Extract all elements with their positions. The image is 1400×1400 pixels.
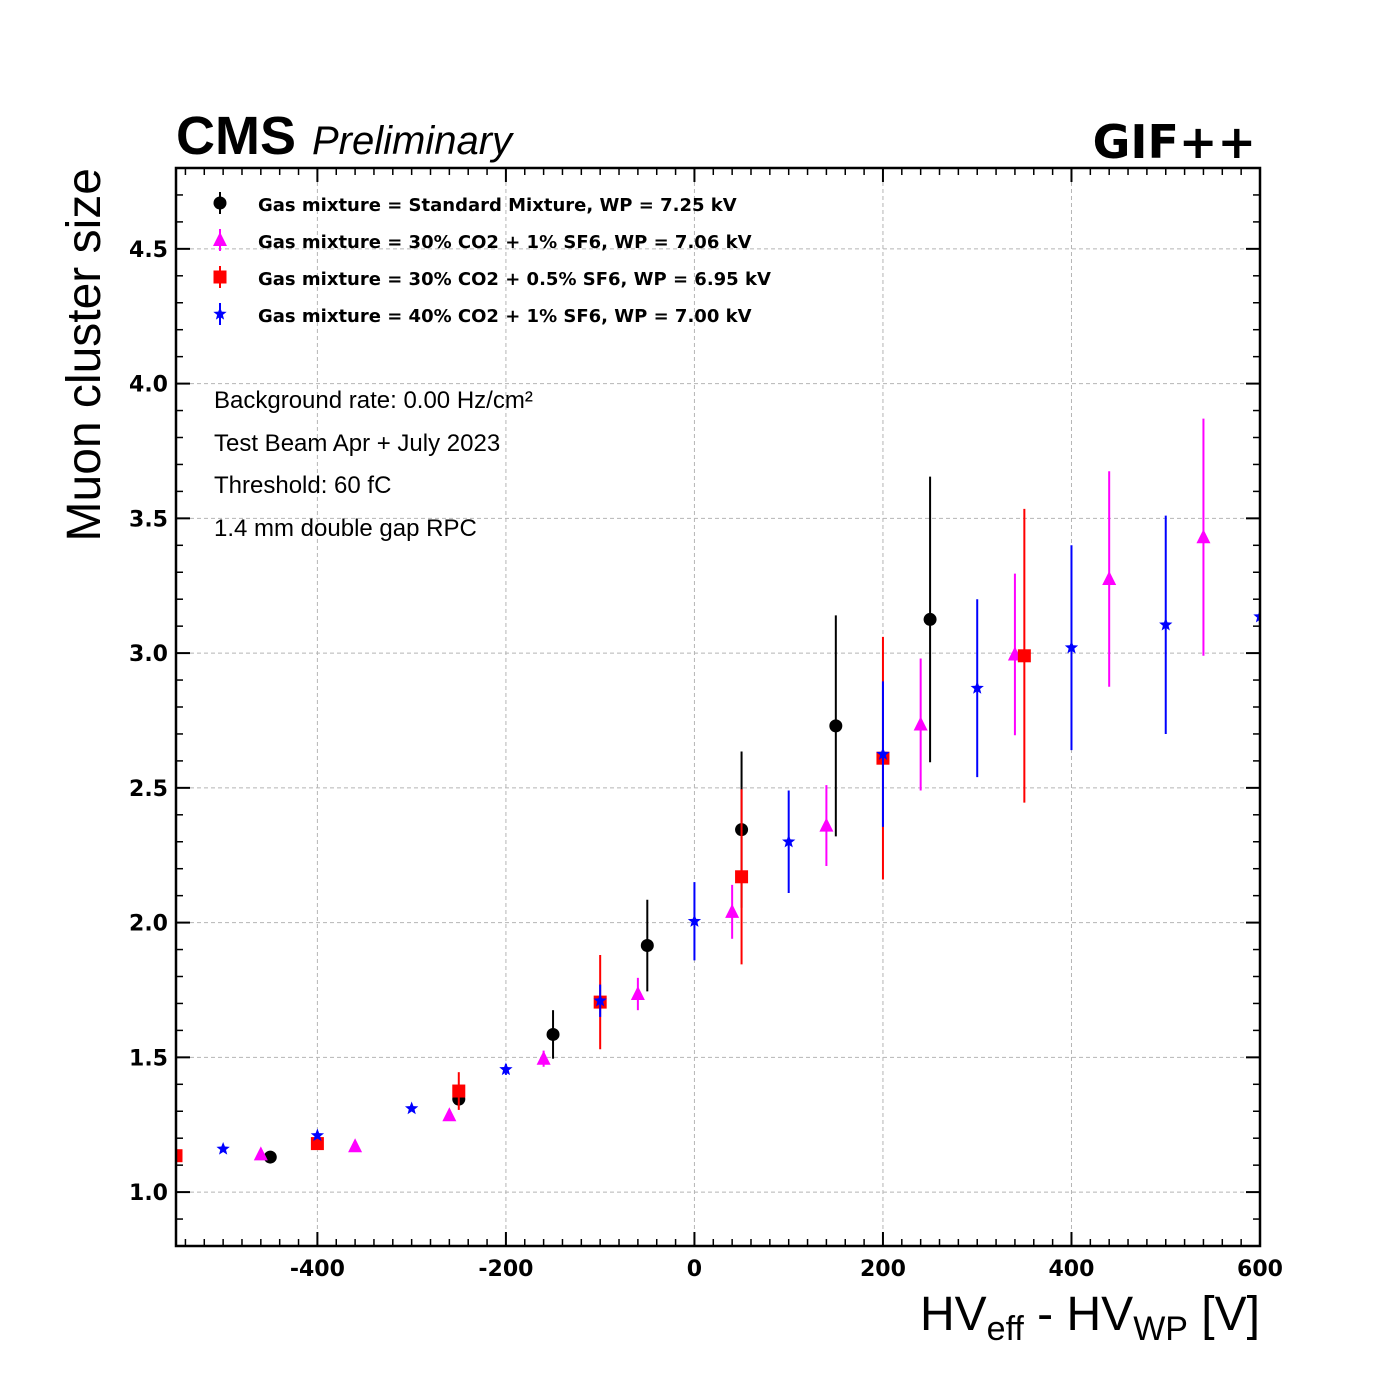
info-line-detector: 1.4 mm double gap RPC <box>214 515 477 542</box>
series-star <box>216 515 1260 1155</box>
y-tick-label: 2.5 <box>129 777 168 802</box>
data-point-star <box>1253 609 1260 623</box>
experiment-label: CMS <box>176 106 296 166</box>
y-tick-label: 4.5 <box>129 238 168 263</box>
x-axis-title-sub-eff: eff <box>987 1310 1025 1348</box>
info-line-test-beam: Test Beam Apr + July 2023 <box>214 430 500 457</box>
y-axis-title: Muon cluster size <box>58 168 111 541</box>
series-circle <box>263 476 937 1164</box>
x-axis-title-sub-wp: WP <box>1133 1310 1188 1348</box>
data-point-star <box>1159 617 1173 631</box>
x-tick-label: -400 <box>290 1257 345 1282</box>
legend-label: Gas mixture = 30% CO2 + 0.5% SF6, WP = 6… <box>258 269 771 290</box>
legend-label: Gas mixture = 30% CO2 + 1% SF6, WP = 7.0… <box>258 232 752 253</box>
info-line-threshold: Threshold: 60 fC <box>214 472 391 499</box>
data-point-star <box>310 1128 325 1142</box>
x-tick-label: -200 <box>478 1257 533 1282</box>
data-point-star <box>216 1141 230 1155</box>
data-point-star <box>876 747 890 760</box>
series-square <box>176 508 1031 1163</box>
legend-label: Gas mixture = 40% CO2 + 1% SF6, WP = 7.0… <box>258 306 752 327</box>
data-point-triangle <box>442 1107 457 1122</box>
data-point-circle <box>546 1027 560 1041</box>
data-point-triangle <box>536 1050 551 1065</box>
y-tick-label: 2.0 <box>129 912 168 937</box>
y-tick-label: 1.0 <box>129 1181 168 1206</box>
x-tick-label: 200 <box>860 1257 906 1282</box>
x-tick-label: 400 <box>1049 1257 1095 1282</box>
legend-marker-circle <box>213 196 227 210</box>
data-point-circle <box>923 612 937 626</box>
y-tick-label: 3.0 <box>129 642 168 667</box>
data-point-triangle <box>819 817 834 832</box>
data-point-square <box>176 1149 183 1163</box>
x-axis-title-unit: [V] <box>1188 1288 1260 1341</box>
x-tick-label: 0 <box>687 1257 702 1282</box>
plot-frame <box>174 166 1262 1248</box>
data-point-square <box>310 1137 324 1151</box>
data-point-star <box>593 993 607 1007</box>
status-label: Preliminary <box>312 119 515 163</box>
data-point-star <box>687 914 702 927</box>
data-point-triangle <box>630 986 645 1001</box>
x-axis-title-main: HV <box>920 1288 987 1341</box>
data-point-star <box>1064 640 1079 654</box>
data-points <box>176 418 1260 1164</box>
legend-item: Gas mixture = 40% CO2 + 1% SF6, WP = 7.0… <box>213 303 752 327</box>
info-line-background-rate: Background rate: 0.00 Hz/cm² <box>214 387 533 414</box>
legend-marker-triangle <box>213 232 227 246</box>
series-triangle <box>253 418 1211 1161</box>
legend-marker-star <box>213 307 227 320</box>
data-point-star <box>404 1101 419 1115</box>
data-point-star <box>499 1062 513 1076</box>
data-point-triangle <box>725 903 740 918</box>
data-point-star <box>970 681 984 694</box>
x-axis-title-mid: - HV <box>1024 1288 1133 1341</box>
data-point-circle <box>829 719 843 733</box>
data-point-triangle <box>1102 570 1117 585</box>
data-point-circle <box>640 939 654 953</box>
data-point-square <box>735 870 749 884</box>
legend-item: Gas mixture = Standard Mixture, WP = 7.2… <box>213 192 737 216</box>
data-point-triangle <box>253 1146 268 1161</box>
y-tick-label: 1.5 <box>129 1046 168 1071</box>
y-tick-label: 3.5 <box>129 507 168 532</box>
data-point-star <box>782 834 796 848</box>
x-axis-title: HVeff - HVWP [V] <box>920 1288 1260 1348</box>
data-point-triangle <box>348 1138 363 1153</box>
grid-lines <box>176 168 1261 1246</box>
y-tick-label: 4.0 <box>129 373 168 398</box>
legend-label: Gas mixture = Standard Mixture, WP = 7.2… <box>258 195 737 216</box>
facility-label: GIF++ <box>1093 115 1256 169</box>
x-tick-label: 600 <box>1237 1257 1283 1282</box>
data-point-square <box>452 1084 466 1098</box>
axis-ticks: -400 -200 0 200 400 600 1.0 1.5 2.0 2.5 3.0 3.5 4.0 4… <box>129 168 1283 1282</box>
legend-item: Gas mixture = 30% CO2 + 1% SF6, WP = 7.0… <box>213 229 752 253</box>
data-point-triangle <box>1196 529 1211 544</box>
legend: Gas mixture = Standard Mixture, WP = 7.2… <box>213 192 771 327</box>
data-point-square <box>1017 649 1031 663</box>
legend-marker-square <box>213 270 227 284</box>
legend-item: Gas mixture = 30% CO2 + 0.5% SF6, WP = 6… <box>213 266 771 290</box>
data-point-triangle <box>913 716 928 731</box>
